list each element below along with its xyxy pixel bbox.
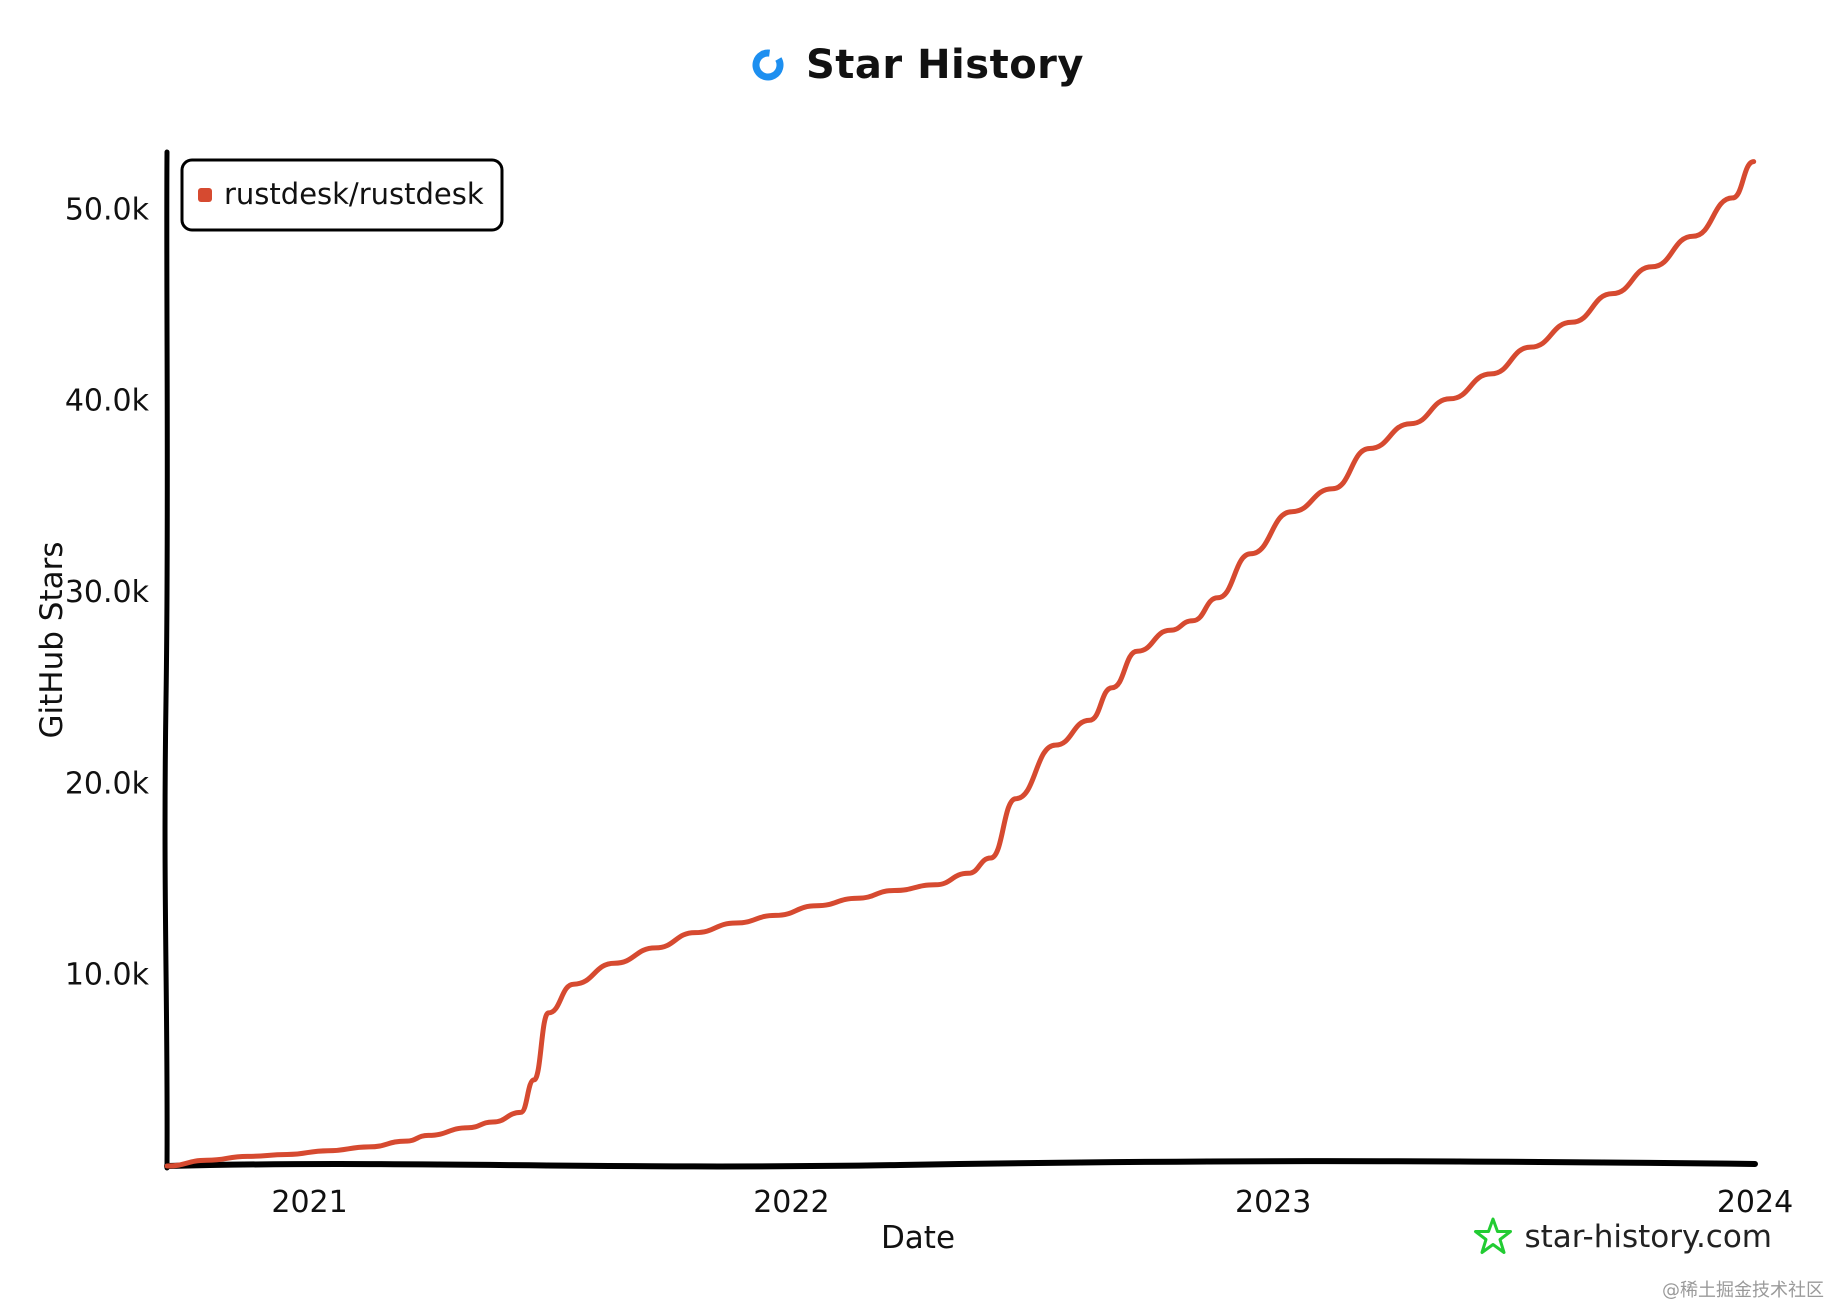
x-axis-title: Date [881, 1220, 955, 1256]
watermark: @稀土掘金技术社区 [1662, 1280, 1824, 1301]
legend-swatch [198, 188, 212, 202]
x-axis-line [164, 1158, 1758, 1170]
x-tick-label: 2023 [1235, 1185, 1311, 1220]
y-axis-title: GitHub Stars [34, 541, 70, 738]
x-tick-label: 2024 [1717, 1185, 1793, 1220]
chart-header: Star History [0, 42, 1832, 88]
y-tick-label: 50.0k [65, 192, 150, 227]
x-tick-label: 2022 [753, 1185, 829, 1220]
y-tick-label: 40.0k [65, 384, 150, 419]
x-tick-labels: 2021 2022 2023 2024 [271, 1185, 1793, 1220]
legend-label: rustdesk/rustdesk [224, 177, 484, 211]
y-tick-label: 30.0k [65, 575, 150, 610]
y-tick-labels: 10.0k 20.0k 30.0k 40.0k 50.0k [65, 192, 150, 992]
x-tick-label: 2021 [271, 1185, 347, 1220]
star-outline-icon [1474, 1217, 1513, 1254]
y-tick-label: 20.0k [65, 766, 150, 801]
chart-title: Star History [806, 42, 1084, 88]
series-layer [164, 159, 1757, 1169]
y-tick-label: 10.0k [65, 958, 150, 993]
legend: rustdesk/rustdesk [180, 158, 504, 232]
footer-brand: star-history.com [1472, 1216, 1772, 1258]
footer-url: star-history.com [1524, 1219, 1772, 1255]
series-line-0 [164, 159, 1757, 1169]
legend-box [180, 158, 504, 232]
y-axis-line [162, 149, 170, 1171]
axes [162, 149, 1758, 1171]
star-history-logo-icon [752, 49, 784, 81]
